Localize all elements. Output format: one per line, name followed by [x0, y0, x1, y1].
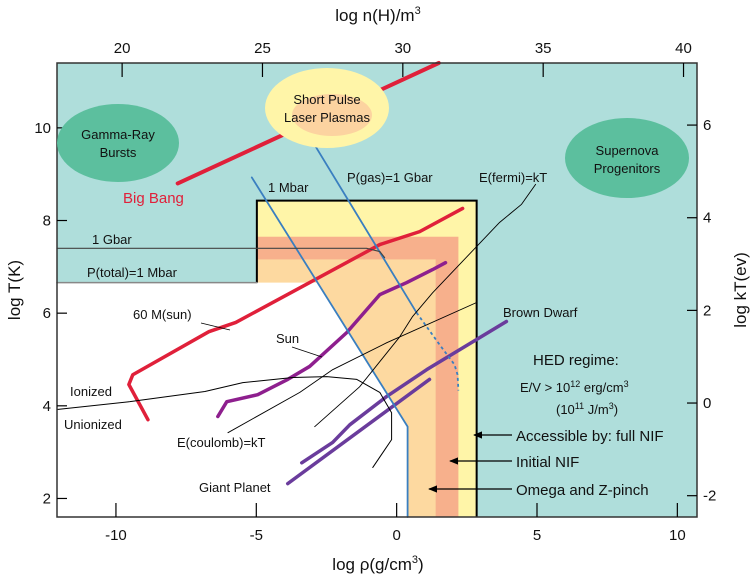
- label-hed-regime: HED regime:: [533, 352, 619, 369]
- label-ecoulomb: E(coulomb)=kT: [177, 435, 266, 450]
- series-e-fermi-kt: [314, 183, 537, 428]
- y2-axis-title: log kT(ev): [731, 252, 750, 328]
- series-giant-planet: [285, 377, 432, 486]
- x-tick-label: -5: [250, 527, 263, 544]
- x-tick-label: -10: [105, 527, 127, 544]
- series-sun: [216, 260, 448, 419]
- top-axis-title: log n(H)/m3: [335, 5, 420, 25]
- label-si-units: (1011 J/m3): [556, 401, 618, 417]
- label-bursts: Bursts: [100, 145, 137, 160]
- label-giant-planet: Giant Planet: [199, 480, 271, 495]
- series-p-gas-1-gbar-dashed: [415, 312, 460, 391]
- label-gamma-ray: Gamma-Ray: [81, 127, 155, 142]
- series-1-gbar: [56, 247, 386, 259]
- label-efermi: E(fermi)=kT: [479, 170, 547, 185]
- right-tick-label: 4: [703, 210, 711, 227]
- label-progenitors: Progenitors: [594, 161, 661, 176]
- x-axis-title: log ρ(g/cm3): [332, 554, 423, 574]
- series-brown-dwarf: [300, 319, 509, 465]
- series-60-m-sun: [127, 206, 465, 422]
- series-1-mbar: [250, 176, 409, 518]
- label-pgas: P(gas)=1 Gbar: [347, 170, 433, 185]
- right-tick-label: -2: [703, 488, 716, 505]
- supernova-progenitors-region: Supernova Progenitors: [565, 118, 689, 198]
- series-ionization-boundary: [56, 376, 393, 468]
- x-tick-label: 5: [533, 527, 541, 544]
- short-pulse-laser-region: Short Pulse Laser Plasmas: [265, 68, 389, 148]
- right-tick-label: 6: [703, 117, 711, 134]
- top-tick-label: 30: [394, 40, 411, 57]
- y-tick-label: 4: [43, 398, 51, 415]
- label-initial-nif: Initial NIF: [516, 454, 579, 471]
- label-supernova: Supernova: [596, 143, 660, 158]
- label-1-gbar: 1 Gbar: [92, 232, 132, 247]
- label-unionized: Unionized: [64, 417, 122, 432]
- x-tick-label: 0: [392, 527, 400, 544]
- label-omega: Omega and Z-pinch: [516, 482, 649, 499]
- y-tick-label: 6: [43, 305, 51, 322]
- series-p-gas-1-gbar: [308, 135, 418, 314]
- x-tick-label: 10: [669, 527, 686, 544]
- label-laser-plasmas: Laser Plasmas: [284, 110, 370, 125]
- hed-box-outline: [255, 199, 478, 517]
- plot-frame: [56, 62, 698, 518]
- y-tick-label: 10: [34, 120, 51, 137]
- y-tick-label: 8: [43, 213, 51, 230]
- label-big-bang: Big Bang: [123, 190, 184, 207]
- leader-60-msun: [200, 322, 231, 331]
- leader-sun: [291, 346, 323, 358]
- top-tick-label: 25: [254, 40, 271, 57]
- right-tick-label: 0: [703, 395, 711, 412]
- label-ionized: Ionized: [70, 384, 112, 399]
- right-tick-label: 2: [703, 302, 711, 319]
- label-ptotal: P(total)=1 Mbar: [87, 265, 178, 280]
- label-1-mbar: 1 Mbar: [268, 180, 309, 195]
- label-full-nif: Accessible by: full NIF: [516, 428, 664, 445]
- label-60-msun: 60 M(sun): [133, 307, 192, 322]
- label-sun: Sun: [276, 331, 299, 346]
- top-tick-label: 20: [114, 40, 131, 57]
- y-axis-title: log T(K): [5, 260, 24, 320]
- label-energy-density: E/V > 1012 erg/cm3: [520, 379, 629, 395]
- series-e-coulomb-kt: [227, 302, 478, 434]
- gamma-ray-bursts-region: Gamma-Ray Bursts: [57, 104, 179, 182]
- top-tick-label: 40: [675, 40, 692, 57]
- y-tick-label: 2: [43, 490, 51, 507]
- label-short-pulse: Short Pulse: [293, 92, 360, 107]
- label-brown-dwarf: Brown Dwarf: [503, 305, 578, 320]
- top-tick-label: 35: [535, 40, 552, 57]
